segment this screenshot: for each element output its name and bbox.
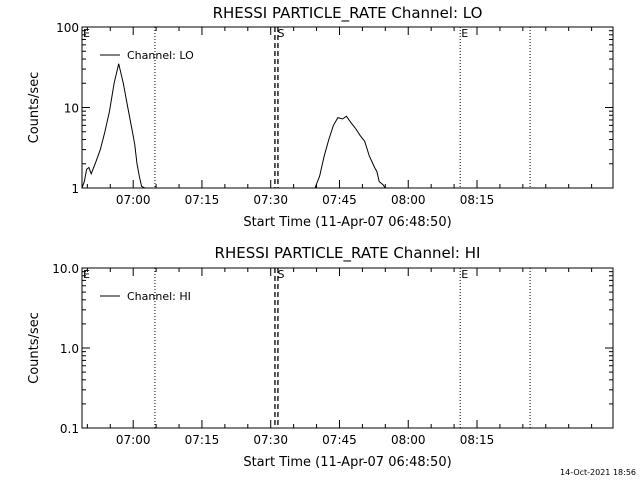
event-marker-label: E [461,27,468,40]
y-tick-label: 1.0 [60,342,79,356]
legend-label: Channel: HI [127,290,191,303]
x-tick-label: 07:15 [185,193,220,207]
legend-label: Channel: LO [127,49,194,62]
timestamp-label: 14-Oct-2021 18:56 [560,468,636,477]
y-tick-label: 10.0 [52,262,79,276]
x-axis-label: Start Time (11-Apr-07 06:48:50) [243,455,451,470]
x-axis-label: Start Time (11-Apr-07 06:48:50) [243,215,451,230]
series-line-2 [314,115,386,189]
event-marker-label: E [461,268,468,281]
x-tick-label: 08:00 [391,433,426,447]
y-axis-label: Counts/sec [27,312,42,384]
series-line-1 [81,63,145,189]
y-tick-label: 10 [64,102,79,116]
x-tick-label: 07:15 [185,433,220,447]
x-tick-label: 07:45 [322,193,357,207]
event-marker-label: E [83,27,90,40]
x-tick-label: 08:00 [391,193,426,207]
x-tick-label: 08:15 [460,193,495,207]
chart-title: RHESSI PARTICLE_RATE Channel: HI [215,244,481,263]
event-marker-label: S [277,268,284,281]
x-tick-label: 08:15 [460,433,495,447]
chart-title: RHESSI PARTICLE_RATE Channel: LO [213,4,483,23]
x-tick-label: 07:30 [253,193,288,207]
x-tick-label: 07:45 [322,433,357,447]
y-tick-label: 0.1 [60,422,79,436]
event-marker-label: E [83,268,90,281]
event-marker-label: S [277,27,284,40]
y-tick-label: 100 [56,21,79,35]
x-tick-label: 07:30 [253,433,288,447]
x-tick-label: 07:00 [116,193,151,207]
y-tick-label: 1 [71,182,79,196]
chart-panel-2: RHESSI PARTICLE_RATE Channel: HI 07:00 07:… [27,244,614,470]
x-tick-label: 07:00 [116,433,151,447]
chart-panel-1: RHESSI PARTICLE_RATE Channel: LO 07:00 07:… [27,4,614,230]
y-axis-label: Counts/sec [27,72,42,144]
